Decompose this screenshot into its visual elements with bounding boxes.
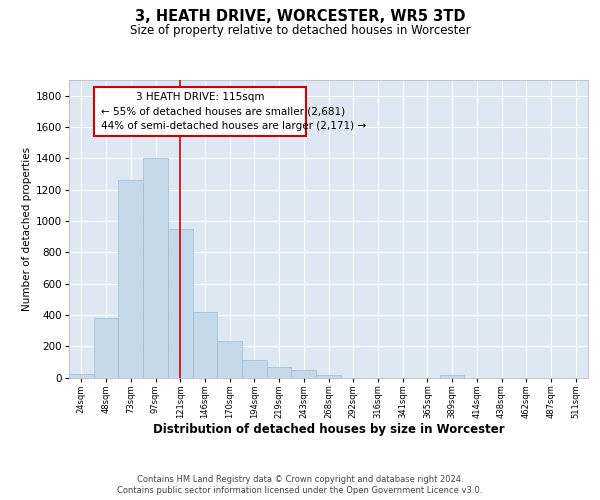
FancyBboxPatch shape [94,87,306,136]
Bar [193,312,217,378]
Text: 3 HEATH DRIVE: 115sqm: 3 HEATH DRIVE: 115sqm [136,92,264,102]
Bar [143,158,168,378]
Y-axis label: Number of detached properties: Number of detached properties [22,146,32,311]
Bar [292,370,316,378]
Bar [242,360,267,378]
Text: ← 55% of detached houses are smaller (2,681): ← 55% of detached houses are smaller (2,… [101,106,345,117]
Bar [94,318,118,378]
Text: 3, HEATH DRIVE, WORCESTER, WR5 3TD: 3, HEATH DRIVE, WORCESTER, WR5 3TD [135,9,465,24]
Text: Distribution of detached houses by size in Worcester: Distribution of detached houses by size … [153,422,505,436]
Text: Contains public sector information licensed under the Open Government Licence v3: Contains public sector information licen… [118,486,482,495]
Bar [118,180,143,378]
Bar [440,375,464,378]
Bar [168,229,193,378]
Text: 44% of semi-detached houses are larger (2,171) →: 44% of semi-detached houses are larger (… [101,121,366,131]
Bar [69,374,94,378]
Bar [267,368,292,378]
Bar [316,375,341,378]
Text: Contains HM Land Registry data © Crown copyright and database right 2024.: Contains HM Land Registry data © Crown c… [137,475,463,484]
Text: Size of property relative to detached houses in Worcester: Size of property relative to detached ho… [130,24,470,37]
Bar [217,342,242,378]
